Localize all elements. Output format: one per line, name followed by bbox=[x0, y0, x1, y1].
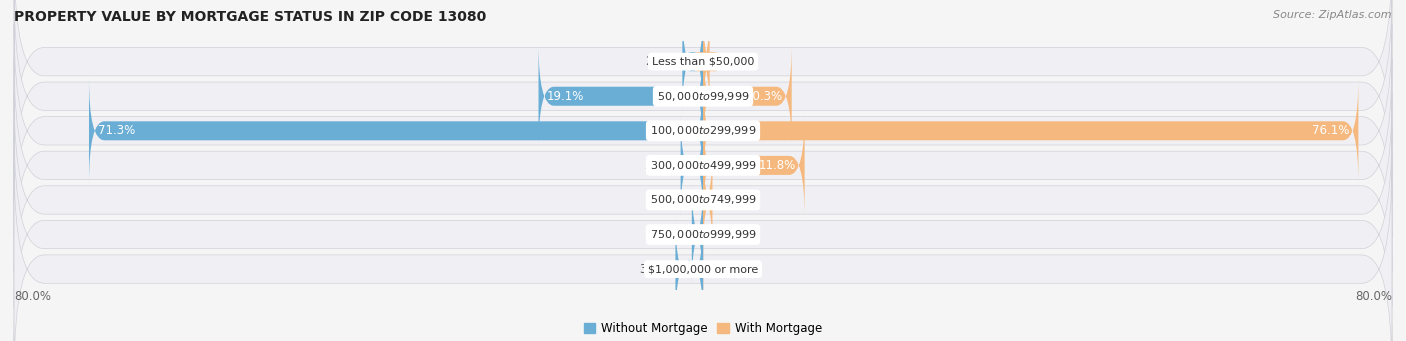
FancyBboxPatch shape bbox=[682, 9, 703, 114]
Text: 19.1%: 19.1% bbox=[547, 90, 585, 103]
FancyBboxPatch shape bbox=[14, 24, 1392, 238]
Text: 2.6%: 2.6% bbox=[644, 159, 673, 172]
Text: $500,000 to $749,999: $500,000 to $749,999 bbox=[650, 193, 756, 206]
FancyBboxPatch shape bbox=[14, 128, 1392, 341]
FancyBboxPatch shape bbox=[89, 78, 703, 183]
FancyBboxPatch shape bbox=[688, 182, 707, 287]
Text: 80.0%: 80.0% bbox=[14, 290, 51, 303]
Text: 71.3%: 71.3% bbox=[97, 124, 135, 137]
FancyBboxPatch shape bbox=[14, 162, 1392, 341]
Text: 0.0%: 0.0% bbox=[710, 263, 740, 276]
FancyBboxPatch shape bbox=[703, 78, 1358, 183]
Text: 3.2%: 3.2% bbox=[638, 263, 669, 276]
Text: $50,000 to $99,999: $50,000 to $99,999 bbox=[657, 90, 749, 103]
Text: 0.77%: 0.77% bbox=[717, 55, 754, 68]
FancyBboxPatch shape bbox=[697, 147, 718, 253]
Text: $100,000 to $299,999: $100,000 to $299,999 bbox=[650, 124, 756, 137]
FancyBboxPatch shape bbox=[14, 0, 1392, 203]
FancyBboxPatch shape bbox=[695, 9, 718, 114]
Text: 11.8%: 11.8% bbox=[759, 159, 796, 172]
Text: 10.3%: 10.3% bbox=[747, 90, 783, 103]
Legend: Without Mortgage, With Mortgage: Without Mortgage, With Mortgage bbox=[581, 318, 825, 339]
Text: 2.4%: 2.4% bbox=[645, 55, 675, 68]
Text: 0.0%: 0.0% bbox=[666, 193, 696, 206]
Text: 1.1%: 1.1% bbox=[720, 193, 749, 206]
Text: PROPERTY VALUE BY MORTGAGE STATUS IN ZIP CODE 13080: PROPERTY VALUE BY MORTGAGE STATUS IN ZIP… bbox=[14, 10, 486, 24]
Text: Source: ZipAtlas.com: Source: ZipAtlas.com bbox=[1274, 10, 1392, 20]
Text: Less than $50,000: Less than $50,000 bbox=[652, 57, 754, 66]
Text: 0.0%: 0.0% bbox=[710, 228, 740, 241]
FancyBboxPatch shape bbox=[681, 113, 703, 218]
Text: $1,000,000 or more: $1,000,000 or more bbox=[648, 264, 758, 274]
Text: 76.1%: 76.1% bbox=[1312, 124, 1350, 137]
Text: 1.3%: 1.3% bbox=[655, 228, 685, 241]
Text: $750,000 to $999,999: $750,000 to $999,999 bbox=[650, 228, 756, 241]
FancyBboxPatch shape bbox=[703, 113, 804, 218]
FancyBboxPatch shape bbox=[675, 217, 703, 322]
FancyBboxPatch shape bbox=[538, 44, 703, 149]
FancyBboxPatch shape bbox=[14, 93, 1392, 307]
FancyBboxPatch shape bbox=[14, 0, 1392, 168]
FancyBboxPatch shape bbox=[703, 44, 792, 149]
Text: 80.0%: 80.0% bbox=[1355, 290, 1392, 303]
Text: $300,000 to $499,999: $300,000 to $499,999 bbox=[650, 159, 756, 172]
FancyBboxPatch shape bbox=[14, 59, 1392, 272]
